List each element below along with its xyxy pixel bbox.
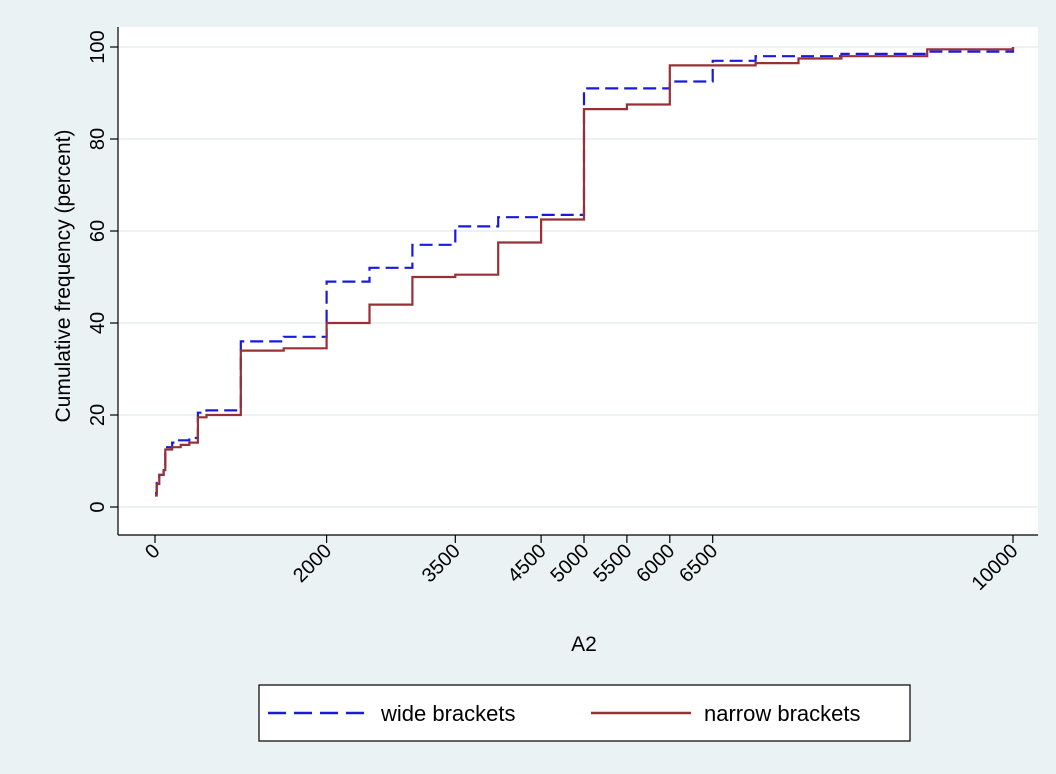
legend: wide brackets narrow brackets	[258, 684, 911, 742]
ytick-label-100: 100	[87, 30, 109, 63]
xtick-label-5000: 5000	[547, 540, 594, 587]
xtick-label-10000: 10000	[968, 540, 1023, 595]
x-axis-title: A2	[571, 633, 597, 656]
legend-box	[258, 684, 911, 742]
ytick-label-0: 0	[87, 501, 109, 512]
axis-layer	[117, 27, 1038, 536]
xtick-label-4500: 4500	[504, 540, 551, 587]
legend-label-wide-brackets: wide brackets	[380, 701, 516, 726]
series-line-wide-brackets	[155, 47, 1015, 495]
grid-layer	[118, 46, 1038, 508]
ytick-label-80: 80	[87, 128, 109, 150]
xtick-label-2000: 2000	[289, 540, 336, 587]
xtick-label-0: 0	[141, 540, 164, 563]
ytick-label-20: 20	[87, 404, 109, 426]
xtick-label-6500: 6500	[675, 540, 722, 587]
ytick-label-40: 40	[87, 312, 109, 334]
y-axis-title: Cumulative frequency (percent)	[52, 130, 75, 423]
plot-area	[118, 27, 1038, 535]
series-layer	[155, 47, 1015, 497]
xtick-label-5500: 5500	[589, 540, 636, 587]
legend-label-narrow-brackets: narrow brackets	[704, 701, 861, 726]
xtick-label-3500: 3500	[418, 540, 465, 587]
series-line-narrow-brackets	[155, 47, 1015, 497]
y-ticks: 0 20 40 60 80 100	[87, 30, 118, 513]
ytick-label-60: 60	[87, 220, 109, 242]
xtick-label-6000: 6000	[632, 540, 679, 587]
